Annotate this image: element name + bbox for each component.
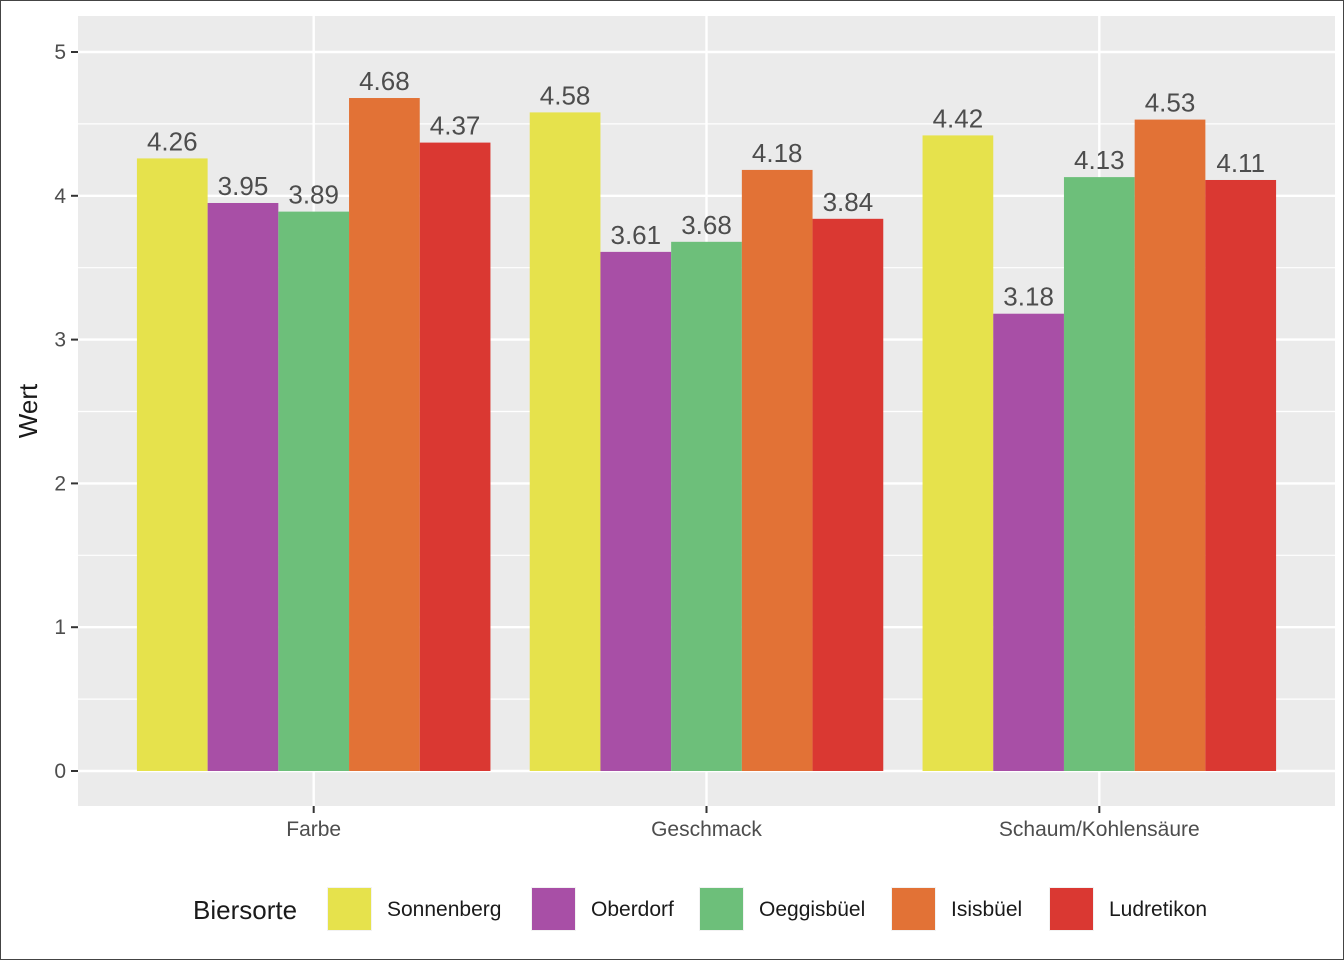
bar — [1063, 177, 1135, 771]
bar — [529, 112, 601, 771]
legend-label: Oberdorf — [591, 898, 674, 921]
bar — [207, 202, 279, 772]
legend-key — [700, 888, 743, 930]
legend-key — [1050, 888, 1093, 930]
y-tick-label: 3 — [54, 329, 66, 352]
bar-value-label: 4.42 — [933, 103, 984, 133]
bar-value-label: 3.68 — [681, 210, 732, 240]
bar-value-label: 3.89 — [288, 180, 339, 210]
bar — [600, 251, 672, 771]
bar — [136, 158, 208, 772]
legend-label: Ludretikon — [1109, 898, 1207, 921]
legend-key — [328, 888, 371, 930]
bars — [136, 98, 1277, 772]
bar-value-label: 4.18 — [752, 138, 803, 168]
bar — [419, 142, 491, 771]
bar-value-label: 4.11 — [1216, 148, 1265, 178]
y-tick-label: 0 — [54, 760, 66, 783]
bar — [278, 211, 350, 772]
bar — [671, 241, 742, 772]
bar-value-label: 4.68 — [359, 66, 410, 96]
y-tick-label: 1 — [54, 616, 66, 639]
x-tick-label: Schaum/Kohlensäure — [999, 818, 1200, 841]
bar-value-label: 4.26 — [147, 126, 198, 156]
bar-value-label: 4.58 — [540, 80, 591, 110]
bar-value-label: 3.61 — [610, 220, 661, 250]
y-axis: 0 1 2 3 4 5 — [54, 41, 78, 783]
y-tick-label: 5 — [54, 41, 66, 64]
y-axis-title: Wert — [13, 383, 43, 438]
legend-items: Sonnenberg Oberdorf Oeggisbüel Isisbüel Ludr… — [327, 887, 1207, 931]
bar — [922, 135, 994, 772]
bar — [993, 313, 1064, 771]
y-tick-label: 2 — [54, 472, 66, 495]
bar-value-label: 3.18 — [1003, 282, 1054, 312]
bar — [741, 169, 813, 771]
bar — [349, 98, 420, 772]
bar-value-label: 4.13 — [1074, 145, 1125, 175]
legend-key — [892, 888, 935, 930]
bar-value-label: 4.37 — [430, 111, 481, 141]
legend-title: Biersorte — [193, 895, 297, 925]
x-tick-label: Geschmack — [651, 818, 762, 841]
bar-value-label: 4.53 — [1145, 88, 1196, 118]
legend-key — [532, 888, 575, 930]
legend-label: Sonnenberg — [387, 898, 501, 921]
bar-value-label: 3.95 — [218, 171, 269, 201]
bar-value-label: 3.84 — [823, 187, 874, 217]
legend: Biersorte Sonnenberg Oberdorf Oeggisbüel Is… — [193, 887, 1207, 931]
legend-label: Oeggisbüel — [759, 898, 865, 921]
bar-value-labels: 4.26 3.95 3.89 4.68 4.37 4.58 3.61 3.68 4.18 3.84… — [147, 66, 1265, 312]
bar — [1205, 179, 1277, 771]
x-axis: Farbe Geschmack Schaum/Kohlensäure — [286, 806, 1200, 841]
bar — [1134, 119, 1206, 771]
legend-label: Isisbüel — [951, 898, 1022, 921]
x-tick-label: Farbe — [286, 818, 341, 841]
bar — [812, 218, 884, 772]
y-tick-label: 4 — [54, 185, 66, 208]
